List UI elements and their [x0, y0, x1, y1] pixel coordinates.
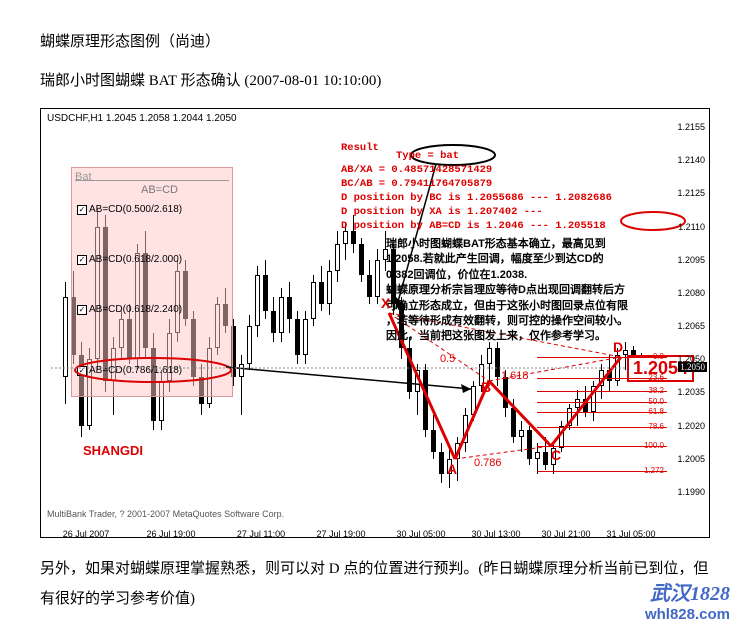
point-x: X	[381, 295, 390, 311]
point-a: A	[447, 461, 457, 477]
ratio-0786: 0.786	[474, 457, 502, 469]
page-title-1: 蝴蝶原理形态图例（尚迪）	[40, 30, 710, 51]
fib-label: 0.0	[653, 352, 664, 361]
result-line5: D position by BC is 1.2055686 --- 1.2082…	[341, 191, 612, 205]
result-line7: D position by AB=CD is 1.2046 --- 1.2055…	[341, 219, 606, 233]
point-d: D	[613, 339, 623, 355]
y-tick: 1.2155	[677, 122, 705, 132]
fib-label: 50.0	[648, 397, 664, 406]
x-tick: 27 Jul 19:00	[316, 529, 365, 539]
y-tick: 1.2065	[677, 321, 705, 331]
footer-paragraph: 另外，如果对蝴蝶原理掌握熟悉，则可以对 D 点的位置进行预判。(昨日蝴蝶原理分析…	[40, 554, 710, 614]
watermark-line1: 武汉1828	[645, 577, 730, 606]
x-tick: 27 Jul 11:00	[237, 529, 285, 539]
ratio-05: 0.5	[440, 353, 455, 365]
fib-label: 100.0	[644, 441, 664, 450]
y-tick: 1.2140	[677, 155, 705, 165]
page-title-2: 瑞郎小时图蝴蝶 BAT 形态确认 (2007-08-01 10:10:00)	[40, 69, 710, 90]
ratio-1618: 1.618	[501, 370, 529, 382]
x-tick: 30 Jul 21:00	[541, 529, 590, 539]
y-tick: 1.2095	[677, 255, 705, 265]
y-tick: 1.2110	[678, 222, 705, 232]
fib-label: 38.2	[648, 386, 664, 395]
y-tick: 1.2020	[677, 421, 705, 431]
point-c: C	[551, 447, 561, 463]
copyright: MultiBank Trader, ? 2001-2007 MetaQuotes…	[47, 509, 284, 519]
result-line2: Type = bat	[396, 149, 459, 163]
fib-label: 61.8	[648, 407, 664, 416]
point-b: B	[481, 379, 491, 395]
abcd-item-2: ✓AB=CD(0.618/2.240)	[77, 304, 182, 315]
x-tick: 31 Jul 05:00	[606, 529, 655, 539]
result-line3: AB/XA = 0.48571428571429	[341, 163, 492, 177]
y-tick: 1.2080	[677, 288, 705, 298]
result-line4: BC/AB = 0.79411764705879	[341, 177, 492, 191]
bat-title: Bat	[75, 171, 92, 183]
watermark: 武汉1828 whl828.com	[645, 577, 730, 623]
abcd-item-0: ✓AB=CD(0.500/2.618)	[77, 204, 182, 215]
abcd-item-3: ✓AB=CD(0.786/1.618)	[77, 365, 182, 376]
price-now-tag: 1.2050	[678, 362, 707, 372]
shangdi-label: SHANGDI	[83, 443, 143, 458]
x-tick: 30 Jul 05:00	[396, 529, 445, 539]
y-tick: 1.2035	[677, 387, 705, 397]
x-tick: 26 Jul 2007	[63, 529, 110, 539]
bat-pattern-box	[71, 167, 233, 397]
chart-symbol: USDCHF,H1 1.2045 1.2058 1.2044 1.2050	[47, 113, 237, 124]
analysis-text: 瑞郎小时图蝴蝶BAT形态基本确立，最高见到 1.2058.若就此产生回调，幅度至…	[386, 237, 628, 345]
y-tick: 1.2005	[677, 454, 705, 464]
y-axis: 1.2155 1.2140 1.2125 1.2110 1.2095 1.2080 1.20…	[667, 109, 707, 489]
result-line1: Result	[341, 141, 379, 155]
fib-label: 23.6	[648, 373, 664, 382]
x-tick: 30 Jul 13:00	[471, 529, 520, 539]
result-line6: D position by XA is 1.207402 ---	[341, 205, 543, 219]
y-tick: 1.2125	[677, 188, 705, 198]
y-tick: 1.1990	[677, 487, 705, 497]
bat-divider	[75, 180, 229, 181]
bat-subtitle: AB=CD	[141, 184, 178, 196]
watermark-line2: whl828.com	[645, 606, 730, 623]
x-tick: 26 Jul 19:00	[146, 529, 195, 539]
fib-label: 1.272	[644, 466, 664, 475]
abcd-item-1: ✓AB=CD(0.618/2.000)	[77, 254, 182, 265]
fib-label: 78.6	[648, 422, 664, 431]
chart-container: USDCHF,H1 1.2045 1.2058 1.2044 1.2050 Ba…	[40, 108, 710, 538]
